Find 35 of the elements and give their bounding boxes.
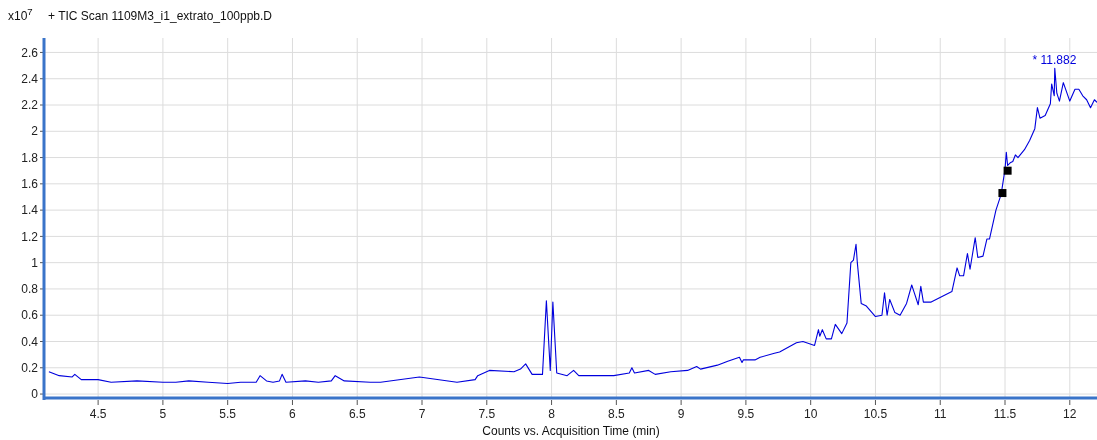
x-tick-label: 6	[289, 407, 297, 421]
x-tick-label: 8.5	[608, 407, 626, 421]
x-tick-label: 7	[418, 407, 426, 421]
y-tick-label: 0	[31, 387, 39, 402]
chart-title: + TIC Scan 1109M3_i1_extrato_100ppb.D	[48, 9, 273, 23]
y-tick-label: 0.2	[21, 360, 39, 375]
x-tick-label: 8	[548, 407, 556, 421]
x-tick-label: 10.5	[863, 407, 888, 421]
y-tick-label: 1	[31, 255, 39, 270]
y-tick-label: 1.8	[21, 150, 39, 165]
y-tick-label: 0.8	[21, 282, 39, 297]
annotation: * 11.882	[1032, 53, 1077, 68]
x-axis-title: Counts vs. Acquisition Time (min)	[482, 424, 660, 438]
x-tick-label: 11	[934, 407, 947, 421]
y-tick-label: 1.4	[21, 203, 39, 218]
y-tick-label: 2.2	[21, 98, 39, 113]
x-tick-label: 11.5	[993, 407, 1017, 421]
y-axis-title: x10$^{7}$	[8, 5, 33, 23]
x-tick-label: 12	[1063, 407, 1077, 421]
x-tick-label: 9	[677, 407, 685, 421]
x-tick-label: 6.5	[348, 407, 366, 421]
y-tick-label: 2.4	[21, 71, 39, 86]
y-tick-label: 0.4	[21, 334, 39, 349]
y-tick-label: 2.6	[21, 45, 39, 60]
x-tick-label: 9.5	[737, 407, 755, 421]
x-tick-label: 7.5	[478, 407, 496, 421]
y-tick-label: 2	[31, 124, 39, 139]
y-tick-label: 0.6	[21, 308, 39, 323]
x-tick-label: 5	[159, 407, 167, 421]
y-tick-label: 1.6	[21, 177, 39, 192]
y-tick-label: 1.2	[21, 229, 39, 244]
x-tick-label: 4.5	[89, 407, 107, 421]
x-tick-label: 5.5	[219, 407, 237, 421]
x-tick-label: 10	[804, 407, 818, 421]
line-series	[48, 67, 1097, 385]
